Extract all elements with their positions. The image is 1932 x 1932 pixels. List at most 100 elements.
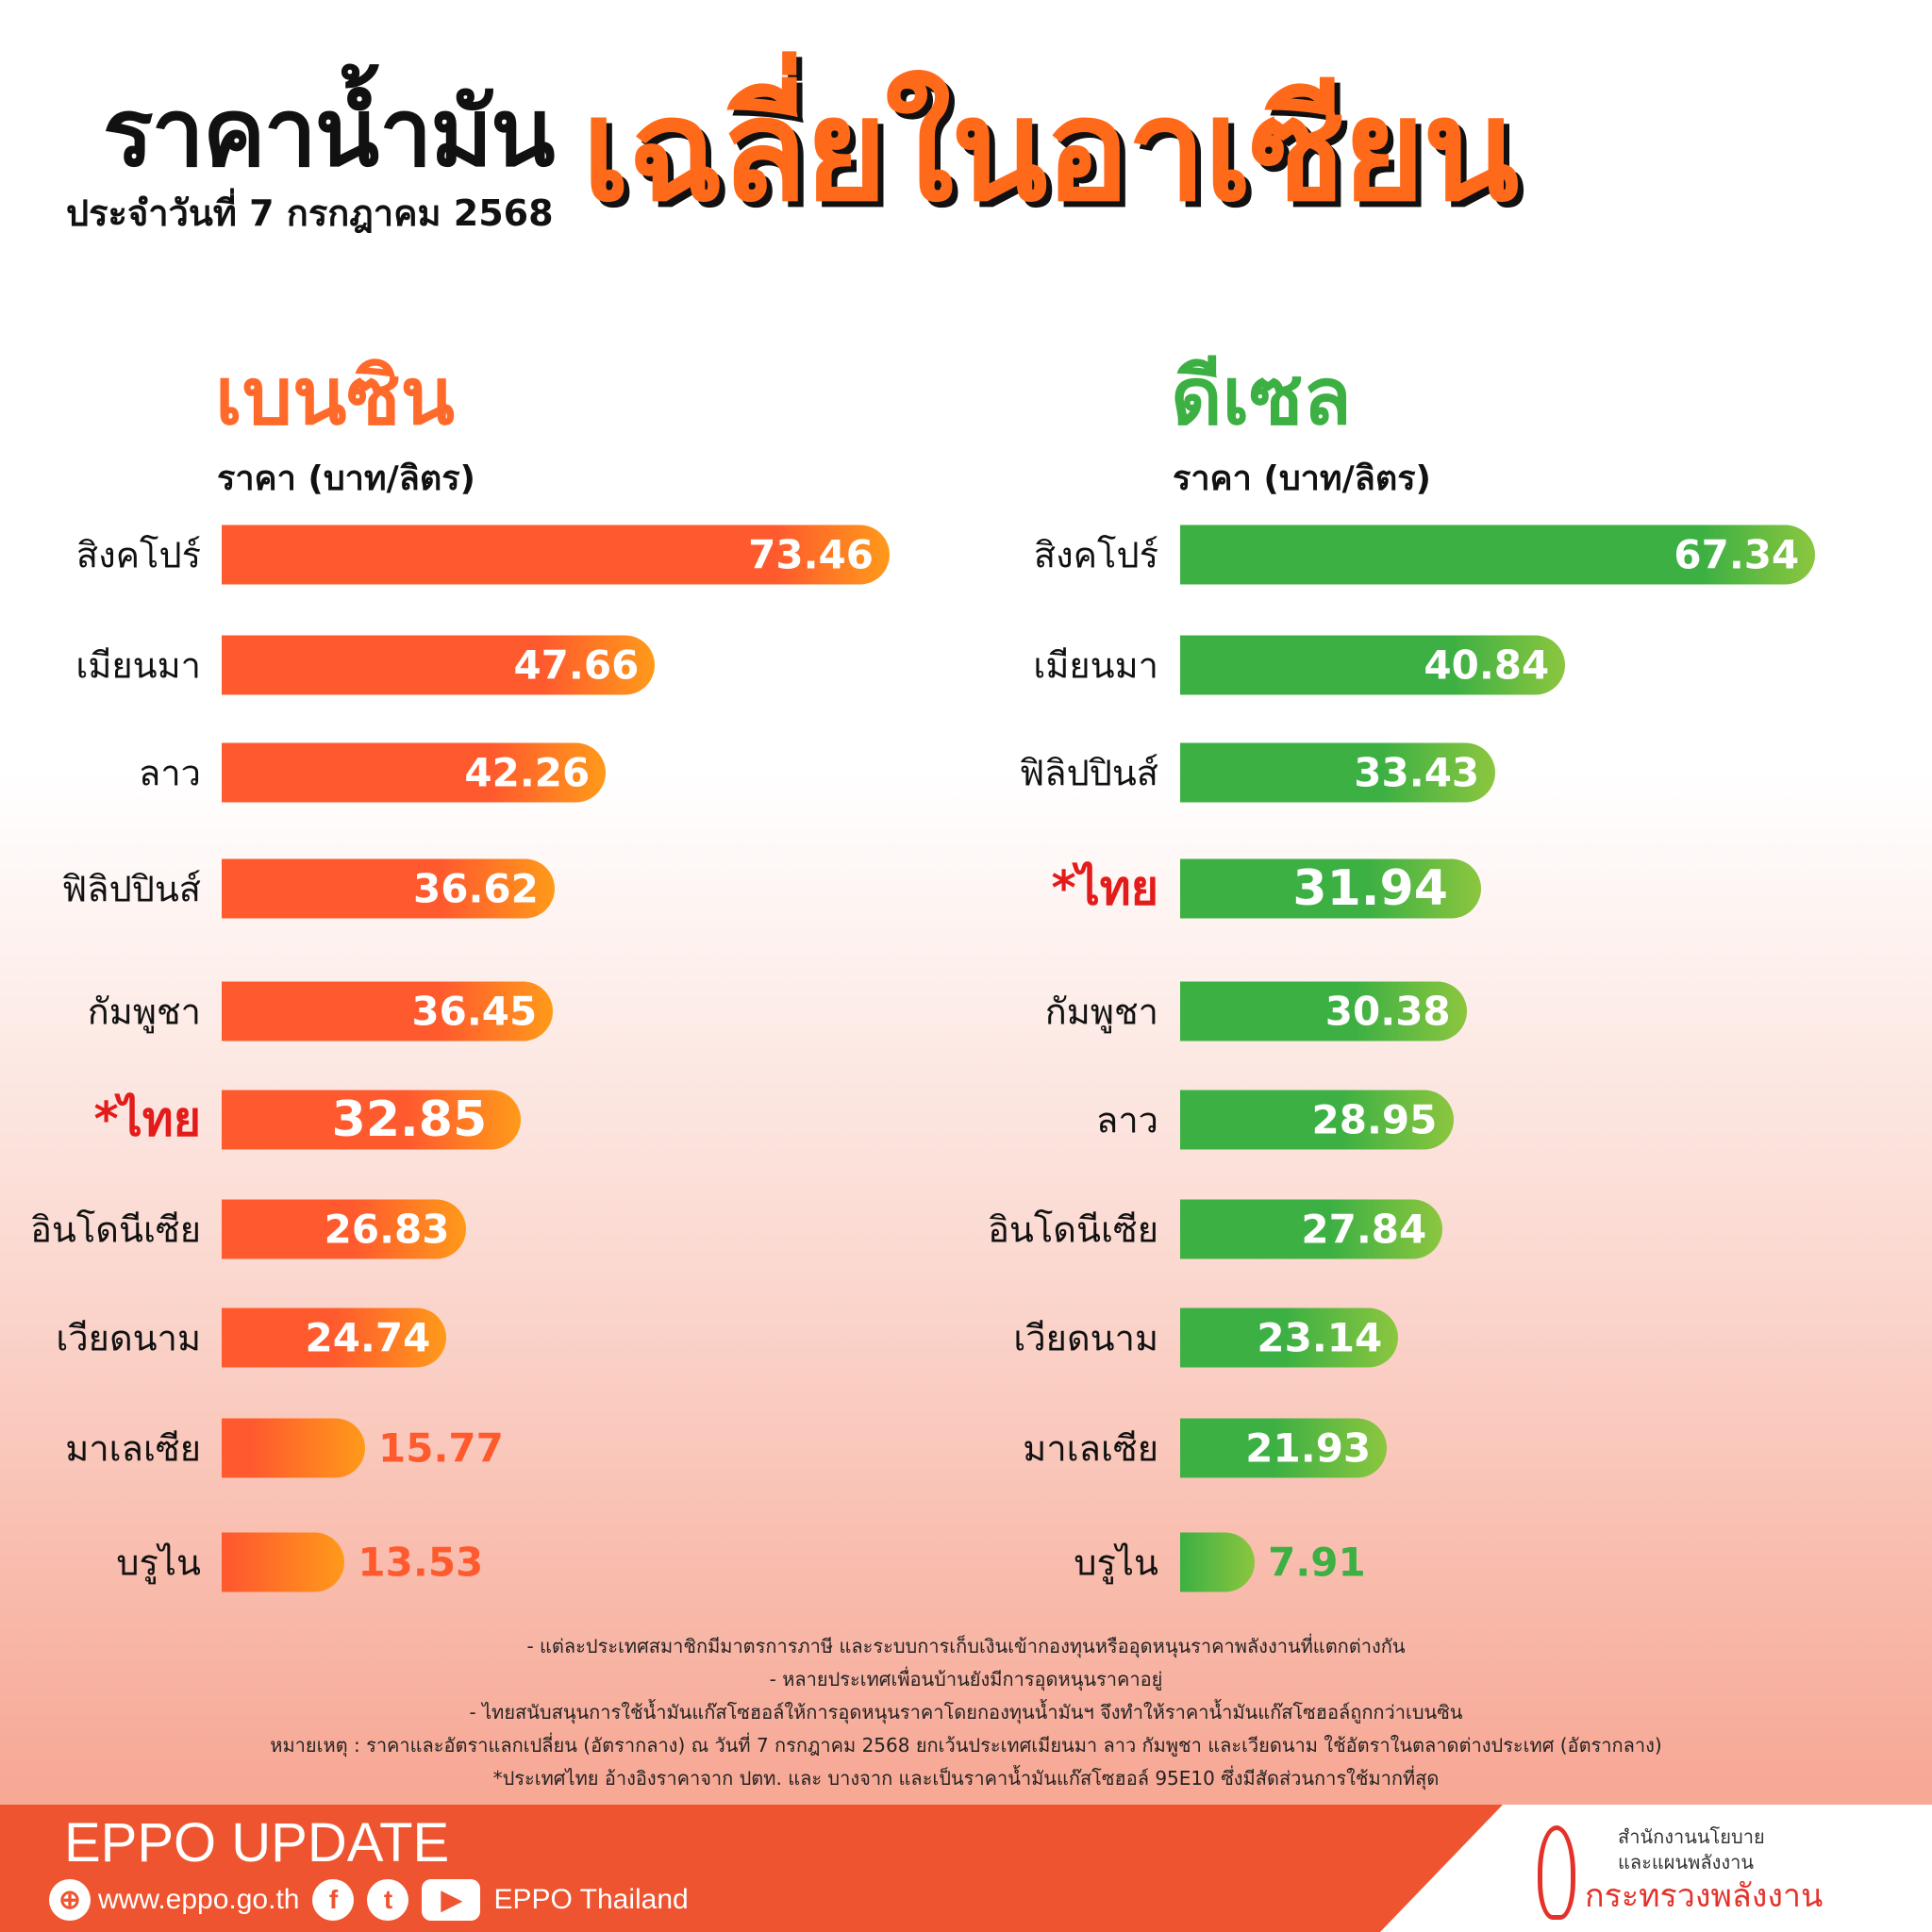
diesel-category-label: บรูไน xyxy=(941,1534,1158,1591)
footnotes: - แต่ละประเทศสมาชิกมีมาตรการภาษี และระบบ… xyxy=(0,1630,1932,1795)
diesel-category-label: มาเลเซีย xyxy=(941,1420,1158,1477)
diesel-value-label: 40.84 xyxy=(1424,641,1550,689)
benzin-category-label: ฟิลิปปินส์ xyxy=(0,860,201,918)
asterisk: * xyxy=(1051,860,1076,916)
header: ราคาน้ำมัน ประจำวันที่ 7 กรกฎาคม 2568 เฉ… xyxy=(66,66,1896,236)
benzin-category-label: กัมพูชา xyxy=(0,983,201,1041)
footer-orange-band xyxy=(0,1805,1503,1932)
note: - ไทยสนับสนุนการใช้น้ำมันแก๊สโซฮอล์ให้กา… xyxy=(469,1701,1463,1724)
diesel-value-label: 67.34 xyxy=(1674,531,1800,578)
diesel-bar xyxy=(1180,981,1467,1041)
note: - หลายประเทศเพื่อนบ้านยังมีการอุดหนุนราค… xyxy=(769,1668,1163,1690)
benzin-value-label: 32.85 xyxy=(331,1091,488,1148)
note: *ประเทศไทย อ้างอิงราคาจาก ปตท. และ บางจา… xyxy=(492,1767,1440,1790)
diesel-category-label: อินโดนีเซีย xyxy=(941,1201,1158,1258)
facebook-icon[interactable]: f xyxy=(312,1879,355,1921)
org-line1: สำนักงานนโยบาย xyxy=(1618,1825,1765,1848)
category-text: ฟิลิปปินส์ xyxy=(1019,752,1158,794)
category-text: เมียนมา xyxy=(1033,644,1158,687)
diesel-value-label: 33.43 xyxy=(1354,749,1480,796)
benzin-value-label: 36.45 xyxy=(411,988,538,1035)
diesel-value-label: 21.93 xyxy=(1245,1424,1372,1472)
website-link[interactable]: ⊕ www.eppo.go.th xyxy=(49,1879,299,1921)
benzin-bar xyxy=(222,1418,366,1478)
category-text: สิงคโปร์ xyxy=(75,534,201,576)
diesel-category-label: สิงคโปร์ xyxy=(941,526,1158,584)
diesel-category-label: เมียนมา xyxy=(941,637,1158,694)
benzin-title: เบนซิน xyxy=(215,350,455,442)
diesel-value-label: 7.91 xyxy=(1268,1539,1366,1586)
benzin-category-label: มาเลเซีย xyxy=(0,1420,201,1477)
benzin-bar xyxy=(222,858,556,919)
diesel-bar xyxy=(1180,742,1496,803)
diesel-bar xyxy=(1180,635,1566,695)
benzin-category-label: เวียดนาม xyxy=(0,1309,201,1367)
diesel-title: ดีเซล xyxy=(1171,350,1352,442)
benzin-bar xyxy=(222,1307,447,1368)
benzin-value-label: 26.83 xyxy=(324,1206,450,1253)
diesel-bar xyxy=(1180,1307,1399,1368)
category-text: ลาว xyxy=(1096,1099,1158,1141)
diesel-category-label: *ไทย xyxy=(941,852,1158,926)
benzin-category-label: สิงคโปร์ xyxy=(0,526,201,584)
diesel-value-label: 28.95 xyxy=(1311,1096,1438,1143)
diesel-bar xyxy=(1180,1532,1256,1592)
diesel-value-label: 23.14 xyxy=(1257,1314,1383,1361)
benzin-value-label: 47.66 xyxy=(513,641,640,689)
category-text: ไทย xyxy=(118,1091,201,1147)
diesel-bar xyxy=(1180,1418,1388,1478)
category-text: บรูไน xyxy=(116,1541,201,1584)
asterisk: * xyxy=(93,1091,119,1147)
benzin-bar xyxy=(222,742,607,803)
category-text: เวียดนาม xyxy=(1013,1317,1158,1359)
category-text: กัมพูชา xyxy=(1044,991,1158,1033)
category-text: ฟิลิปปินส์ xyxy=(61,868,201,910)
category-text: ลาว xyxy=(139,752,201,794)
category-text: ไทย xyxy=(1075,860,1158,916)
benzin-unit: ราคา (บาท/ลิตร) xyxy=(217,459,476,498)
social-text[interactable]: EPPO Thailand xyxy=(493,1884,689,1915)
diesel-value-label: 30.38 xyxy=(1324,988,1451,1035)
title-part2: เฉลี่ยในอาเซียน xyxy=(581,69,1520,233)
category-text: เวียดนาม xyxy=(56,1317,201,1359)
benzin-value-label: 36.62 xyxy=(413,865,539,912)
benzin-bar xyxy=(222,635,656,695)
header-left: ราคาน้ำมัน ประจำวันที่ 7 กรกฎาคม 2568 xyxy=(66,77,556,236)
category-text: มาเลเซีย xyxy=(1023,1427,1158,1470)
brand-label: EPPO UPDATE xyxy=(64,1812,450,1874)
benzin-category-label: บรูไน xyxy=(0,1534,201,1591)
benzin-category-label: เมียนมา xyxy=(0,637,201,694)
benzin-category-label: *ไทย xyxy=(0,1083,201,1158)
twitter-icon[interactable]: t xyxy=(367,1879,409,1921)
note: - แต่ละประเทศสมาชิกมีมาตรการภาษี และระบบ… xyxy=(526,1635,1406,1657)
diesel-category-label: กัมพูชา xyxy=(941,983,1158,1041)
youtube-icon[interactable]: ▶ xyxy=(422,1879,481,1921)
diesel-bar xyxy=(1180,858,1482,919)
diesel-category-label: ฟิลิปปินส์ xyxy=(941,744,1158,802)
org-line2: และแผนพลังงาน xyxy=(1618,1851,1755,1874)
category-text: บรูไน xyxy=(1074,1541,1158,1584)
category-text: มาเลเซีย xyxy=(65,1427,201,1470)
ministry-name: กระทรวงพลังงาน xyxy=(1585,1877,1824,1915)
ministry-flame-logo xyxy=(1538,1825,1575,1920)
benzin-value-label: 24.74 xyxy=(305,1314,431,1361)
diesel-category-label: เวียดนาม xyxy=(941,1309,1158,1367)
benzin-bar xyxy=(222,525,891,585)
benzin-value-label: 15.77 xyxy=(378,1424,504,1472)
globe-icon: ⊕ xyxy=(49,1879,91,1921)
category-text: อินโดนีเซีย xyxy=(30,1208,201,1251)
benzin-category-label: ลาว xyxy=(0,744,201,802)
benzin-bar xyxy=(222,1199,466,1259)
category-text: อินโดนีเซีย xyxy=(988,1208,1158,1251)
benzin-bar xyxy=(222,981,554,1041)
category-text: เมียนมา xyxy=(75,644,201,687)
diesel-unit: ราคา (บาท/ลิตร) xyxy=(1173,459,1432,498)
benzin-value-label: 42.26 xyxy=(464,749,591,796)
benzin-value-label: 13.53 xyxy=(358,1539,484,1586)
diesel-bar xyxy=(1180,1090,1454,1150)
title-part1: ราคาน้ำมัน xyxy=(102,77,556,189)
diesel-value-label: 31.94 xyxy=(1292,860,1448,917)
category-text: สิงคโปร์ xyxy=(1033,534,1158,576)
diesel-value-label: 27.84 xyxy=(1301,1206,1427,1253)
footer-links-row: ⊕ www.eppo.go.th f t ▶ EPPO Thailand xyxy=(49,1879,689,1921)
